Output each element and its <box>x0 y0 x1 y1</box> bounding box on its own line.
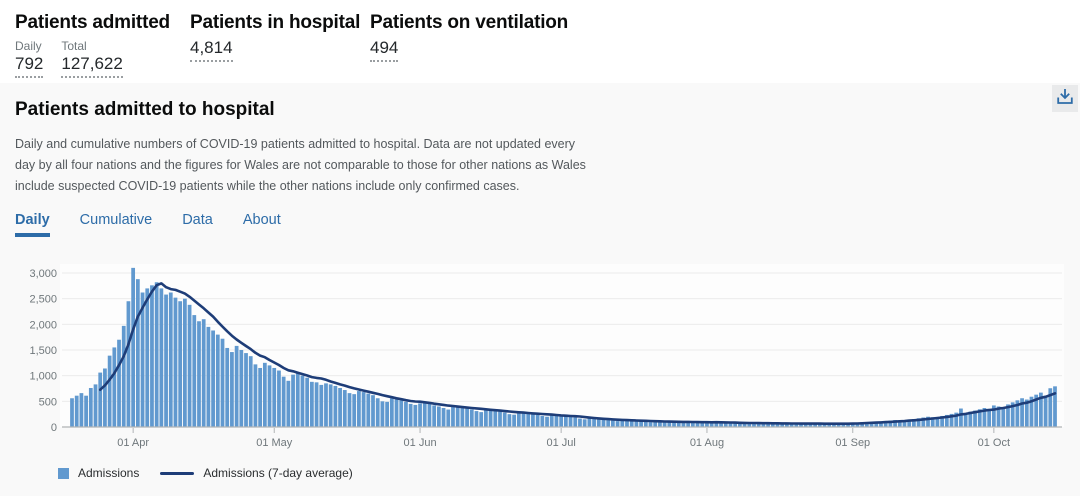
card-title: Patients admitted to hospital <box>15 99 275 120</box>
tab-data[interactable]: Data <box>182 212 213 228</box>
card-description: Daily and cumulative numbers of COVID-19… <box>15 137 586 193</box>
chart-legend: Admissions Admissions (7-day average) <box>58 466 1080 480</box>
metric-daily: Daily 792 <box>15 39 44 78</box>
metric-total: Total 127,622 <box>61 39 123 78</box>
admissions-card: Patients admitted to hospital Daily and … <box>0 83 1080 496</box>
tab-cumulative[interactable]: Cumulative <box>79 212 153 228</box>
stat-title: Patients admitted <box>15 12 170 33</box>
admissions-legend-label: Admissions <box>78 466 140 480</box>
average-legend-line <box>160 471 195 475</box>
metric-value[interactable]: 127,622 <box>61 54 123 78</box>
metric-label: Total <box>61 39 87 53</box>
stat-group-patients-in-hospital: Patients in hospital 4,814 <box>190 12 370 78</box>
metric-value[interactable]: 4,814 <box>190 38 233 62</box>
metric-value[interactable]: 494 <box>370 38 399 62</box>
download-icon <box>1057 88 1073 110</box>
svg-text:2,000: 2,000 <box>29 319 57 331</box>
metric-in-hospital: 4,814 <box>190 38 233 62</box>
svg-text:01 Oct: 01 Oct <box>978 437 1010 449</box>
svg-text:3,000: 3,000 <box>29 268 57 280</box>
svg-text:01 Aug: 01 Aug <box>690 437 724 449</box>
summary-stats: Patients admitted Daily 792 Total 127,62… <box>0 0 1080 78</box>
svg-text:01 Jul: 01 Jul <box>546 437 575 449</box>
stat-title: Patients in hospital <box>190 12 361 33</box>
stat-title: Patients on ventilation <box>370 12 569 33</box>
svg-text:1,500: 1,500 <box>29 345 57 357</box>
svg-text:01 Jun: 01 Jun <box>404 437 437 449</box>
svg-text:2,500: 2,500 <box>29 294 57 306</box>
svg-text:1,000: 1,000 <box>29 371 57 383</box>
stat-group-patients-on-ventilation: Patients on ventilation 494 <box>370 12 568 78</box>
tab-about[interactable]: About <box>242 212 281 228</box>
download-button[interactable] <box>1052 85 1078 112</box>
stat-group-patients-admitted: Patients admitted Daily 792 Total 127,62… <box>15 12 190 78</box>
tab-bar: Daily Cumulative Data About <box>15 212 1080 237</box>
metric-value[interactable]: 792 <box>15 54 44 78</box>
svg-text:500: 500 <box>39 396 57 408</box>
admissions-chart[interactable]: 0 500 1,000 1,500 2,000 2,500 3,000 01 Apr 01 Ma… <box>0 256 1080 456</box>
svg-text:01 Apr: 01 Apr <box>117 437 149 449</box>
average-legend-label: Admissions (7-day average) <box>203 466 353 480</box>
metric-label: Daily <box>15 39 42 53</box>
metric-on-ventilation: 494 <box>370 38 399 62</box>
tab-daily[interactable]: Daily <box>15 212 50 237</box>
svg-text:0: 0 <box>51 422 57 434</box>
svg-text:01 May: 01 May <box>256 437 293 449</box>
svg-text:01 Sep: 01 Sep <box>835 437 870 449</box>
admissions-legend-swatch <box>58 467 69 479</box>
